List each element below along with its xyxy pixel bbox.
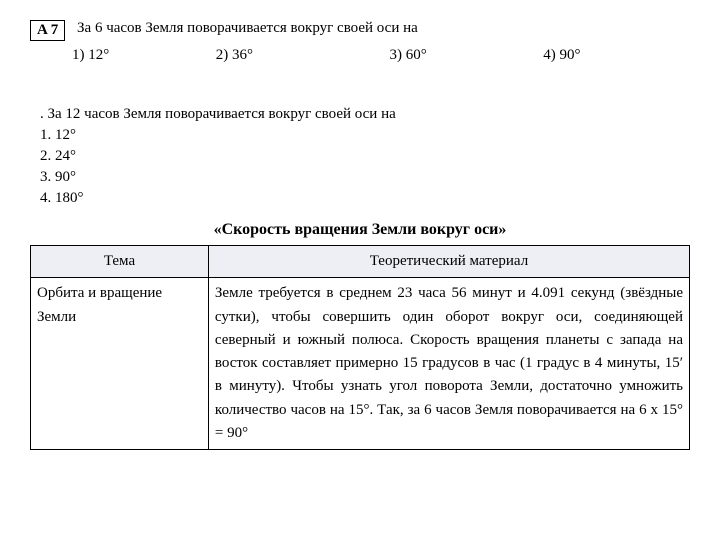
choice-4: 4) 90°: [543, 47, 580, 64]
question1-choices: 1) 12° 2) 36° 3) 60° 4) 90°: [72, 47, 690, 64]
choice-3: 3) 60°: [390, 47, 540, 64]
q2-option-1: 1. 12°: [40, 125, 690, 146]
question-label: A 7: [30, 20, 65, 41]
table-header-row: Тема Теоретический материал: [31, 246, 690, 278]
section-title: «Скорость вращения Земли вокруг оси»: [30, 221, 690, 239]
q2-option-4: 4. 180°: [40, 188, 690, 209]
choice-2: 2) 36°: [216, 47, 386, 64]
header-material: Теоретический материал: [208, 246, 689, 278]
question1-stem: За 6 часов Земля поворачивается вокруг с…: [77, 20, 418, 36]
question2-block: . За 12 часов Земля поворачивается вокру…: [40, 104, 690, 209]
material-cell: Земле требуется в среднем 23 часа 56 мин…: [208, 278, 689, 450]
topic-cell: Орбита и вращение Земли: [31, 278, 209, 450]
q2-option-3: 3. 90°: [40, 167, 690, 188]
q2-option-2: 2. 24°: [40, 146, 690, 167]
choice-1: 1) 12°: [72, 47, 212, 64]
table-row: Орбита и вращение Земли Земле требуется …: [31, 278, 690, 450]
header-topic: Тема: [31, 246, 209, 278]
theory-table: Тема Теоретический материал Орбита и вра…: [30, 245, 690, 450]
question2-stem: . За 12 часов Земля поворачивается вокру…: [40, 104, 690, 125]
